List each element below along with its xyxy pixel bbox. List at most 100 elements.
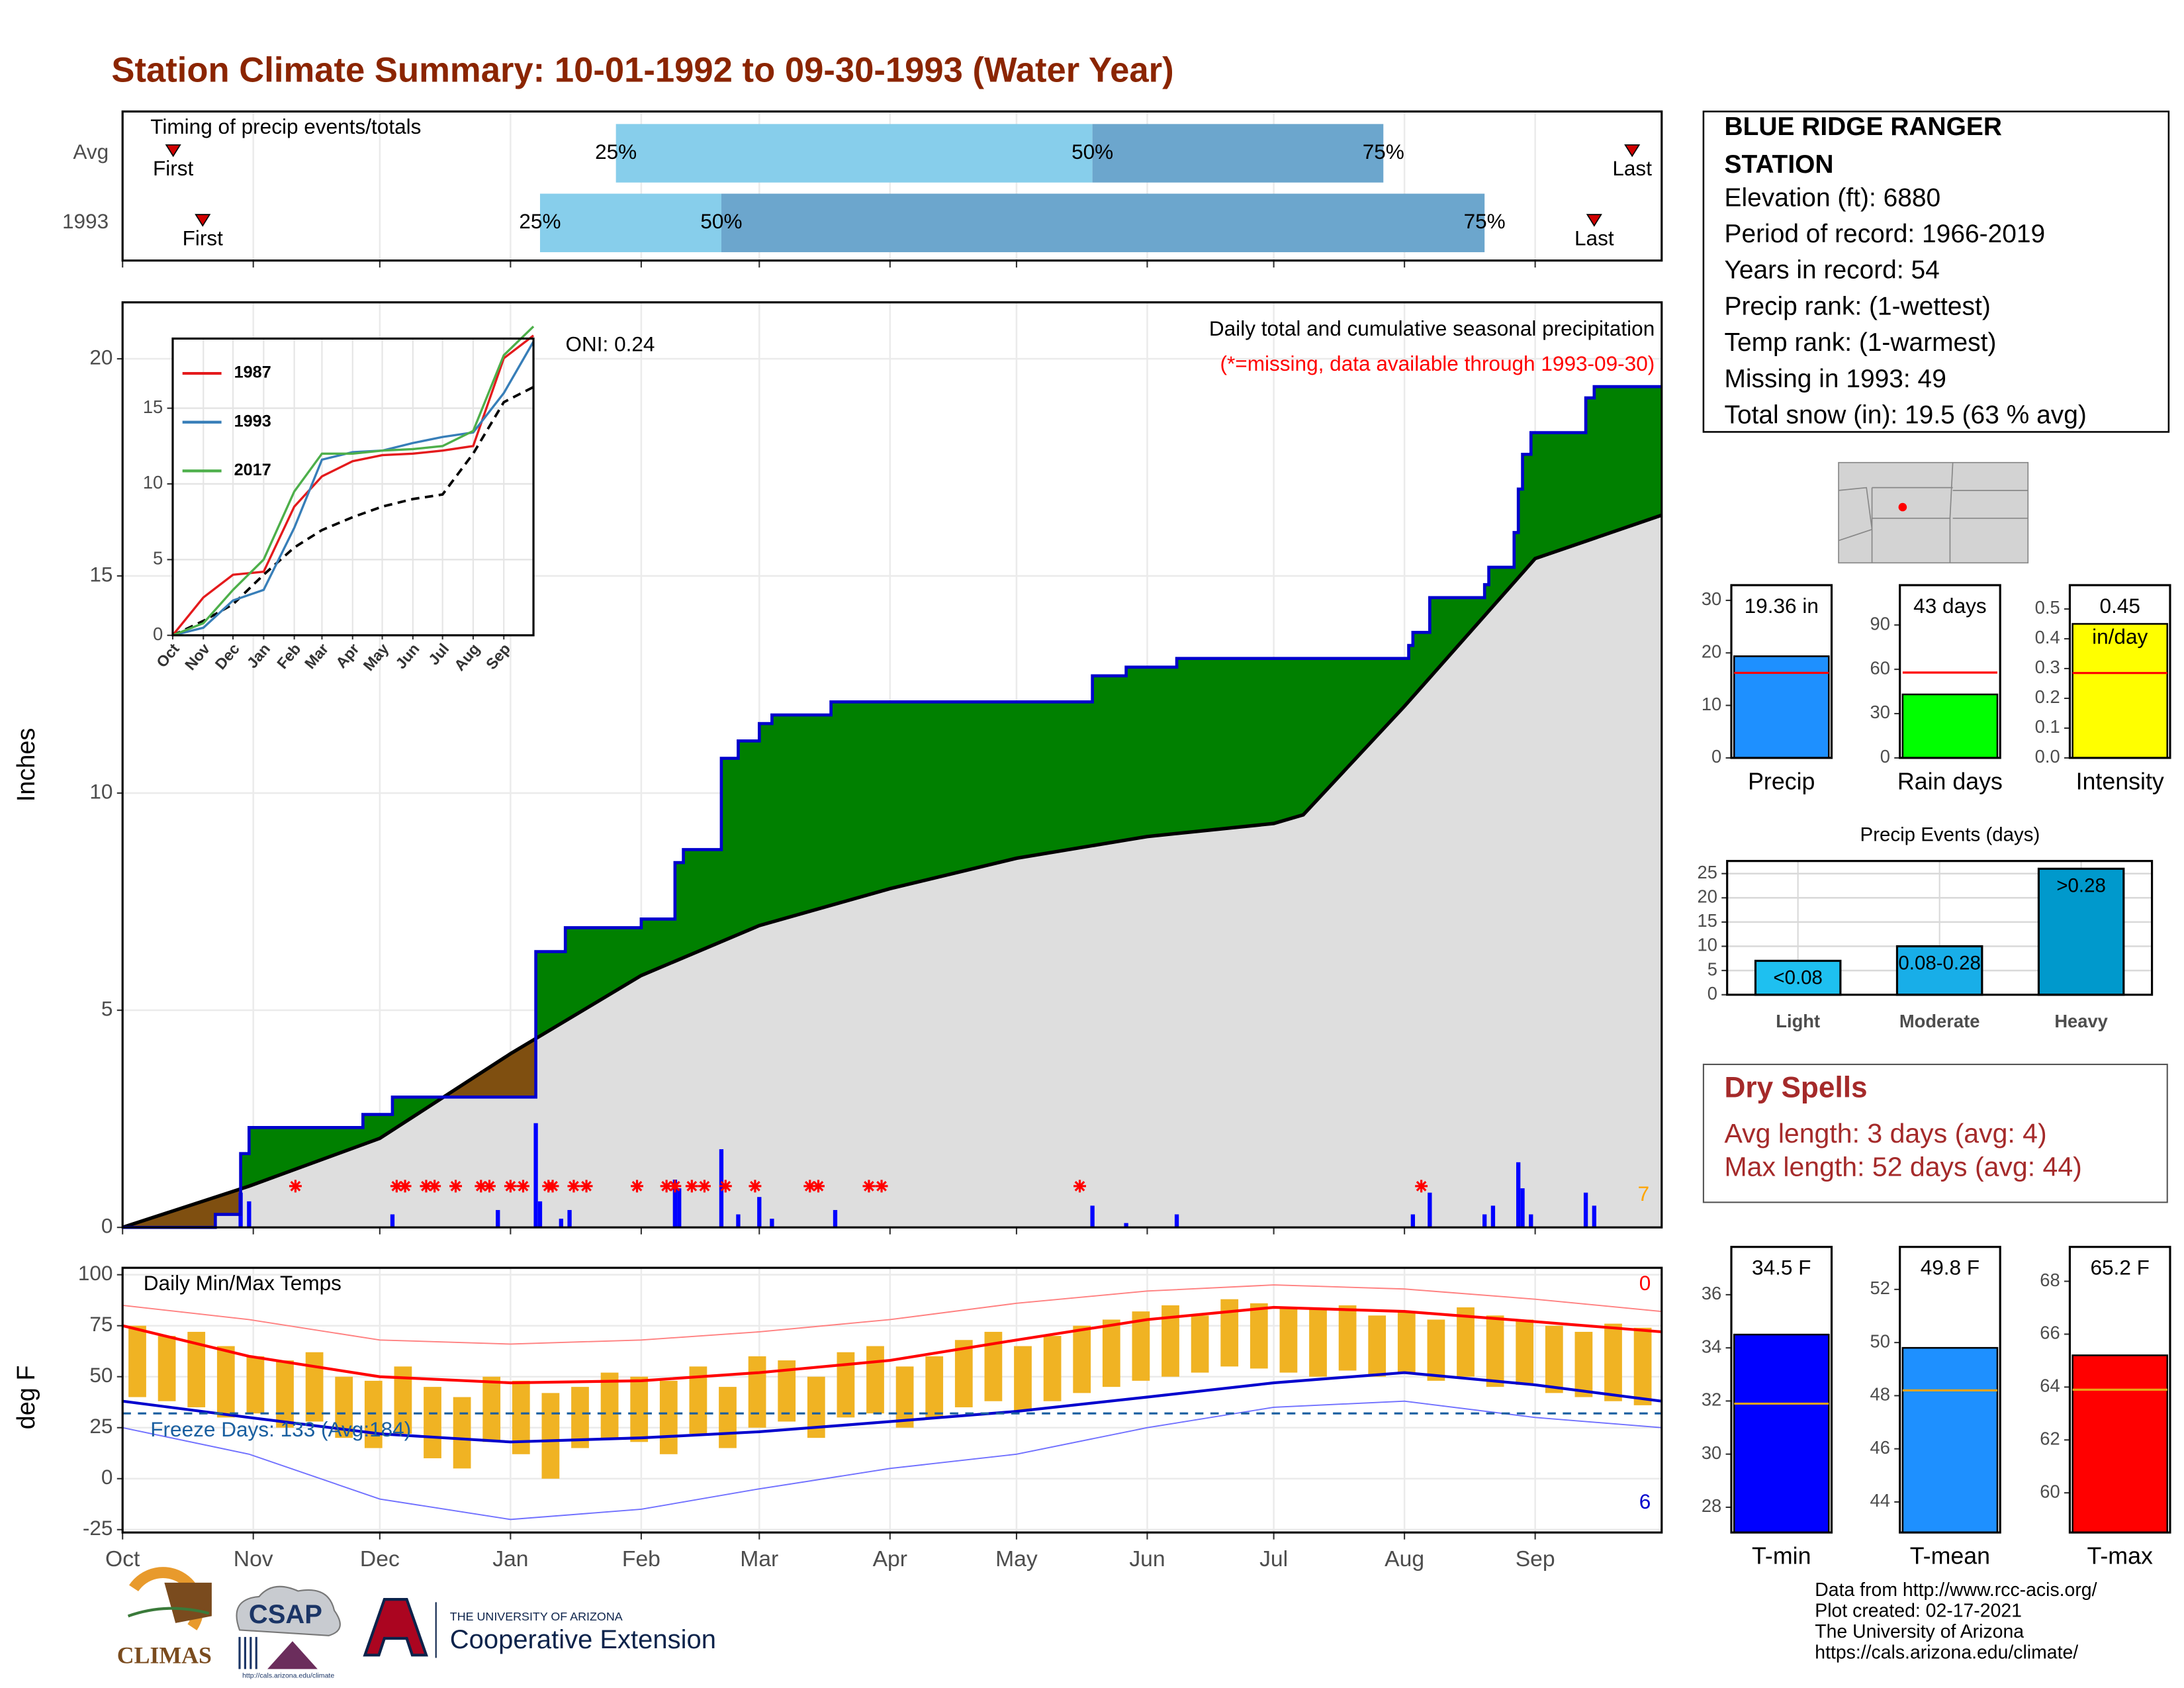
plot-frame xyxy=(171,337,535,637)
bar-label: 0.08-0.28 xyxy=(1898,953,1980,974)
y-tick-label: 44 xyxy=(1870,1490,1890,1511)
chart-title: Daily Min/Max Temps xyxy=(144,1271,341,1295)
dry-spells-line: Avg length: 3 days (avg: 4) xyxy=(1724,1118,2046,1149)
record-max-line xyxy=(122,1284,1662,1345)
daily-bar xyxy=(1482,1214,1487,1228)
normal-line xyxy=(122,513,1662,1229)
y-tick-label: 30 xyxy=(1702,588,1721,609)
quantile-label: 50% xyxy=(700,209,742,233)
logo-a xyxy=(363,1598,428,1657)
y-tick-label: 10 xyxy=(1698,935,1717,955)
university-logo: THE UNIVERSITY OF ARIZONA Cooperative Ex… xyxy=(363,1598,716,1658)
daily-bar xyxy=(672,1180,678,1228)
temp-bar xyxy=(1604,1323,1622,1401)
info-line: Years in record: 54 xyxy=(1724,256,1939,285)
info-box xyxy=(1702,111,2170,433)
y-tick-label: Avg xyxy=(73,140,109,164)
x-tick-label: Nov xyxy=(234,1547,273,1571)
series-line xyxy=(171,334,535,636)
y-tick-label: 0 xyxy=(101,1465,113,1489)
plot-frame xyxy=(2068,1246,2171,1534)
temp-bar xyxy=(305,1352,324,1422)
info-line: Precip rank: (1-wettest) xyxy=(1724,292,1990,320)
missing-marker xyxy=(449,1180,463,1193)
daily-bar xyxy=(537,1201,543,1228)
y-tick-label: 0 xyxy=(1880,746,1890,767)
missing-marker xyxy=(862,1180,876,1193)
daily-bar xyxy=(1410,1214,1416,1228)
temp-bar xyxy=(1427,1319,1445,1381)
missing-marker xyxy=(420,1180,433,1193)
daily-bar xyxy=(1090,1205,1095,1228)
temp-bar xyxy=(925,1356,944,1418)
event-label: First xyxy=(183,226,224,250)
y-tick-label: 0.5 xyxy=(2035,597,2060,618)
y-tick-label: 50 xyxy=(89,1363,113,1387)
daily-bar xyxy=(833,1209,838,1228)
plot-background xyxy=(122,1268,1662,1533)
missing-marker xyxy=(1415,1180,1428,1193)
y-tick-label: 28 xyxy=(1702,1495,1721,1516)
x-tick-label: Feb xyxy=(622,1547,660,1571)
plot-frame xyxy=(1726,860,2154,996)
y-tick-label: 0 xyxy=(101,1214,113,1238)
x-tick-label: Mar xyxy=(740,1547,778,1571)
chart-title: Precip Events (days) xyxy=(1860,824,2040,846)
y-tick-label: -25 xyxy=(83,1516,113,1540)
y-tick-label: 0 xyxy=(153,624,163,644)
bar xyxy=(2071,623,2169,759)
event-marker xyxy=(1586,214,1602,227)
info-line: Total snow (in): 19.5 (63 % avg) xyxy=(1724,401,2086,430)
value-label: 49.8 F xyxy=(1921,1256,1979,1280)
y-tick-label: 10 xyxy=(143,472,163,492)
y-tick-label: 20 xyxy=(89,345,113,369)
quantile-label: 75% xyxy=(1363,140,1404,164)
station-name: BLUE RIDGE RANGER xyxy=(1724,113,2002,141)
x-tick-label: Apr xyxy=(873,1547,907,1571)
temp-bar xyxy=(1309,1309,1327,1377)
plot-frame xyxy=(2068,584,2171,759)
panel-title: T-min xyxy=(1752,1542,1811,1569)
daily-bar xyxy=(1529,1214,1533,1228)
logo-text: CSAP xyxy=(249,1600,322,1629)
missing-marker xyxy=(483,1180,496,1193)
missing-marker xyxy=(698,1180,711,1193)
temp-bar xyxy=(1338,1305,1357,1371)
temp-bar xyxy=(630,1376,649,1442)
y-tick-label: 0.0 xyxy=(2035,746,2060,767)
plot-frame xyxy=(1730,1246,1833,1534)
series-line xyxy=(172,325,535,637)
y-tick-label: 20 xyxy=(1702,641,1721,662)
temp-bar xyxy=(719,1387,737,1448)
temp-bar xyxy=(158,1336,176,1401)
chart-subtitle: (*=missing, data available through 1993-… xyxy=(1220,352,1655,375)
footer-line: https://cals.arizona.edu/climate/ xyxy=(1815,1642,2078,1664)
missing-marker xyxy=(812,1180,825,1193)
footer-line: Data from http://www.rcc-acis.org/ xyxy=(1815,1579,2097,1601)
daily-bar xyxy=(390,1214,395,1228)
missing-marker xyxy=(567,1180,580,1193)
panel-title: T-max xyxy=(2087,1542,2153,1569)
temp-bar xyxy=(1457,1307,1475,1377)
y-tick-label: 5 xyxy=(1707,959,1717,979)
quantile-label: 75% xyxy=(1464,209,1506,233)
event-marker xyxy=(195,214,211,227)
y-tick-label: 48 xyxy=(1870,1384,1890,1405)
y-tick-label: 100 xyxy=(78,1261,113,1285)
quantile-label: 50% xyxy=(1071,140,1113,164)
temp-bar xyxy=(482,1376,501,1442)
temp-bar xyxy=(895,1366,914,1428)
annotation: 0 xyxy=(1639,1271,1651,1295)
y-tick-label: 90 xyxy=(1870,613,1890,633)
y-tick-label: 60 xyxy=(1870,657,1890,678)
y-tick-label: 60 xyxy=(2040,1481,2060,1501)
cumulative-line xyxy=(122,385,1662,1229)
page-title: Station Climate Summary: 10-01-1992 to 0… xyxy=(111,50,1173,89)
annotation: 7 xyxy=(1638,1182,1650,1205)
info-line: Elevation (ft): 6880 xyxy=(1724,183,1940,212)
y-tick-label: 10 xyxy=(1702,694,1721,714)
temp-bar xyxy=(659,1380,678,1454)
missing-marker xyxy=(719,1180,732,1193)
missing-marker xyxy=(546,1180,559,1193)
